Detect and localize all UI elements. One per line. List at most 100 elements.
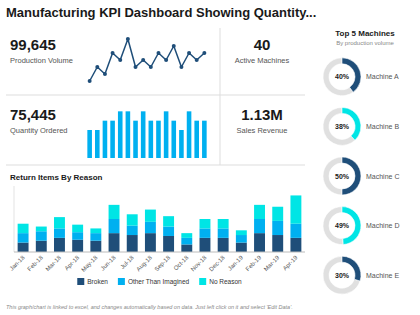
marker	[187, 51, 191, 55]
x-tick-label: Apr-19	[282, 254, 299, 271]
bar-segment	[254, 233, 265, 252]
bar	[103, 121, 108, 158]
kpi: 1.13M Sales Revenue	[237, 106, 288, 135]
bar	[164, 111, 169, 158]
kpi-label: Active Machines	[235, 56, 290, 65]
marker	[195, 58, 199, 62]
machine-name: Machine D	[366, 222, 399, 229]
marker	[126, 37, 130, 41]
bar	[179, 130, 184, 158]
legend: BrokenOther Than ImaginedNo Reason	[77, 278, 242, 286]
bar-segment	[272, 235, 283, 252]
x-tick-label: Jun-18	[100, 254, 118, 272]
bar-segment	[236, 230, 247, 235]
bar-segment	[272, 221, 283, 235]
bar	[133, 121, 138, 158]
bar-segment	[54, 238, 65, 252]
bar-segment	[145, 210, 156, 222]
machine-name: Machine A	[366, 73, 399, 80]
bar-segment	[200, 228, 211, 237]
background	[0, 0, 420, 315]
chart-title: Return Items By Reason	[10, 173, 103, 182]
bar-segment	[109, 219, 120, 233]
donut: 49% Machine D	[323, 207, 399, 245]
x-tick-label: Oct-18	[173, 254, 190, 271]
marker	[172, 44, 176, 48]
bar	[149, 121, 154, 158]
legend-swatch	[199, 278, 206, 285]
bar-segment	[109, 205, 120, 219]
bar-segment	[254, 219, 265, 233]
bar-segment	[254, 205, 265, 219]
bar-segment	[236, 243, 247, 252]
bar-segment	[145, 222, 156, 233]
donut-label: 40%	[335, 73, 350, 80]
bar-segment	[218, 238, 229, 252]
machine-name: Machine E	[366, 272, 399, 279]
legend-entry: No Reason	[209, 278, 242, 285]
marker	[88, 79, 92, 83]
bar-segment	[90, 241, 101, 252]
kpi-value: 99,645	[10, 36, 56, 53]
bar-segment	[18, 233, 29, 242]
kpi-value: 75,445	[10, 106, 56, 123]
bar-segment	[90, 228, 101, 233]
bar-chart	[87, 111, 206, 158]
marker	[156, 51, 160, 55]
bar	[126, 111, 131, 158]
donut-remainder	[323, 256, 360, 294]
bar-segment	[72, 225, 83, 233]
bar-segment	[218, 228, 229, 237]
donut-label: 30%	[335, 272, 350, 279]
bar-segment	[54, 217, 65, 228]
x-tick-label: Apr-18	[63, 254, 80, 271]
donut: 40% Machine A	[323, 58, 399, 96]
bar	[187, 111, 192, 158]
bar	[141, 111, 146, 158]
y-axis-line	[14, 186, 15, 252]
marker	[111, 51, 115, 55]
bar-segment	[290, 238, 301, 252]
bar-segment	[163, 236, 174, 252]
bar-segment	[127, 235, 138, 252]
marker	[164, 58, 168, 62]
bar-segment	[145, 233, 156, 252]
bar-segment	[200, 238, 211, 252]
bar-segment	[109, 233, 120, 252]
divider	[6, 165, 305, 166]
panel-subtitle: By production volume	[336, 40, 394, 46]
marker	[134, 65, 138, 69]
bar-segment	[127, 214, 138, 225]
bar-segment	[163, 216, 174, 226]
legend-entry: Broken	[87, 278, 108, 285]
donut-label: 49%	[335, 222, 350, 229]
donut-label: 50%	[335, 173, 350, 180]
x-tick-label: Feb-19	[245, 254, 263, 272]
bar-segment	[181, 238, 192, 245]
marker	[118, 58, 122, 62]
bar-segment	[218, 219, 229, 228]
bar-segment	[72, 240, 83, 252]
bar-segment	[36, 231, 47, 240]
kpi: 40Active Machines	[235, 36, 290, 65]
divider	[220, 28, 221, 165]
marker	[202, 51, 206, 55]
x-tick-label: Mar-19	[263, 254, 281, 272]
x-tick-label: Jul-18	[119, 254, 135, 270]
line	[90, 39, 205, 81]
kpi-value: 1.13M	[241, 106, 283, 123]
marker	[141, 58, 145, 62]
x-tick-label: Dec-18	[208, 254, 226, 272]
legend-swatch	[77, 278, 84, 285]
marker	[95, 65, 99, 69]
donut: 50% Machine C	[323, 157, 399, 195]
x-tick-label: May-18	[80, 254, 99, 273]
bar-segment	[54, 228, 65, 237]
kpi-label: Sales Revenue	[237, 126, 288, 135]
bar-segment	[200, 219, 211, 228]
bar	[171, 121, 176, 158]
bar-segment	[90, 233, 101, 241]
bar-segment	[290, 224, 301, 238]
machine-name: Machine C	[366, 173, 399, 180]
kpi: 99,645Production Volume	[10, 36, 73, 65]
